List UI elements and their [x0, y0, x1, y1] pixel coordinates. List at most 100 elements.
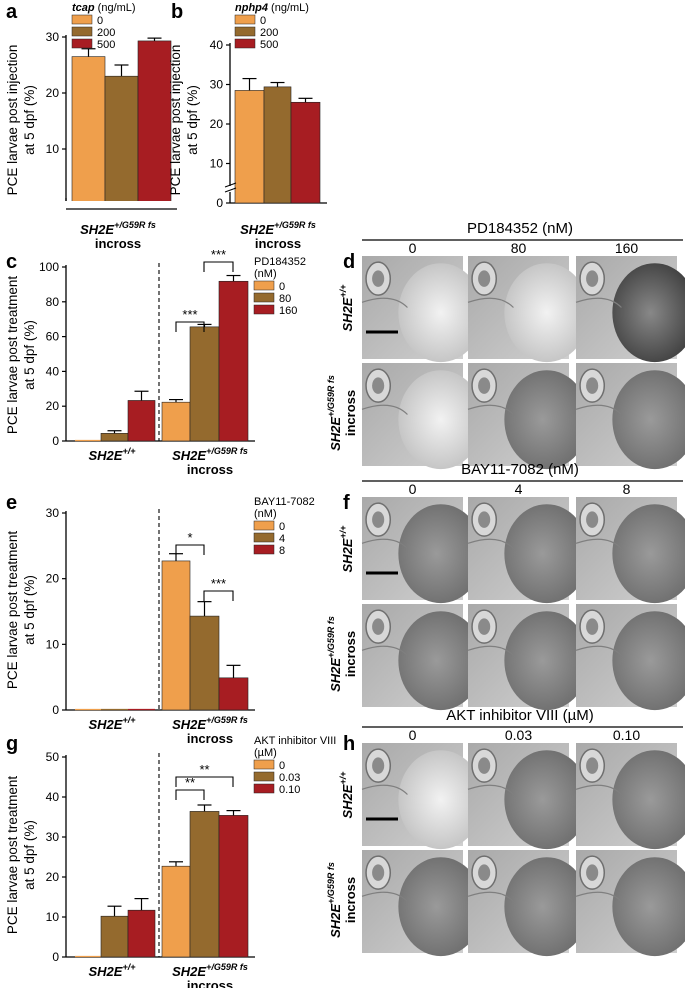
yolk-shape — [612, 857, 685, 957]
y-label-line: PCE larvae post treatment — [5, 531, 20, 690]
yolk-shape — [612, 611, 685, 711]
panel-letter-h: h — [343, 733, 355, 755]
y-tick-label-g: 0 — [52, 950, 59, 964]
y-label-line: PCE larvae post treatment — [5, 776, 20, 935]
micrograph-h-0-0 — [361, 743, 484, 850]
micrograph-d-0-0 — [361, 256, 484, 363]
legend-title: tcap (ng/mL) — [72, 2, 136, 14]
y-label-line: PCE larvae post treatment — [5, 276, 20, 435]
legend-label: 0 — [260, 15, 266, 27]
genotype-text: SH2E — [89, 964, 123, 979]
significance-label-c: *** — [182, 307, 197, 322]
row-label-incross: incross — [343, 631, 358, 677]
legend-swatch — [253, 771, 275, 782]
legend-swatch — [71, 26, 93, 37]
tissue-outline — [575, 645, 622, 656]
y-label-line: at 5 dpf (%) — [185, 85, 200, 155]
legend-title-unit: (ng/mL) — [95, 2, 136, 14]
bar-b-0-1 — [263, 86, 292, 204]
y-label-line: at 5 dpf (%) — [22, 85, 37, 155]
y-axis-label-a: PCE larvae post injection at 5 dpf (%) — [5, 45, 37, 196]
y-tick-label-g: 10 — [46, 910, 60, 924]
legend-label: 0 — [279, 281, 285, 293]
y-tick-label-g: 40 — [46, 790, 60, 804]
y-tick-label-c: 0 — [52, 434, 59, 448]
legend-label: 8 — [279, 545, 285, 557]
micrograph-h-1-1 — [467, 850, 590, 957]
micrograph-title-f: BAY11-7082 (nM) — [461, 461, 579, 478]
e-category-label: SH2E+/G59R fs — [172, 715, 248, 732]
genotype-superscript: +/+ — [338, 771, 348, 785]
micrograph-title-h: AKT inhibitor VIII (µM) — [446, 707, 594, 724]
bar-e-1-2 — [218, 677, 249, 711]
micrograph-f-1-0 — [361, 604, 484, 711]
micrograph-d-0-1 — [467, 256, 590, 363]
significance-label-c: *** — [211, 247, 226, 262]
row-label-wt: SH2E+/+ — [338, 525, 355, 573]
genotype-text: SH2E — [340, 297, 355, 331]
y-tick-label-e: 30 — [46, 506, 60, 520]
legend-title: (nM) — [254, 268, 277, 280]
y-label-line: PCE larvae post injection — [168, 45, 183, 196]
axis-break-mark — [224, 182, 237, 188]
genotype-text: SH2E — [340, 538, 355, 572]
genotype-superscript: +/G59R fs — [206, 962, 248, 972]
yolk-shape — [398, 263, 484, 363]
tissue-outline — [467, 784, 514, 795]
row-label-mut: SH2E+/G59R fs — [326, 862, 343, 938]
significance-bracket-g — [175, 776, 234, 787]
y-tick-label-c: 40 — [46, 364, 60, 378]
tissue-outline — [361, 538, 408, 549]
micrograph-f-0-0 — [361, 497, 484, 604]
column-label-f: 4 — [515, 481, 523, 497]
legend-label: 0 — [279, 760, 285, 772]
column-label-h: 0 — [409, 727, 417, 743]
legend-title-unit: (ng/mL) — [268, 2, 309, 14]
eye-lens — [372, 864, 385, 881]
bar-b-0-2 — [290, 101, 321, 204]
y-tick-label-b: 20 — [210, 117, 224, 131]
legend-label: 0 — [279, 521, 285, 533]
legend-label: 0.03 — [279, 772, 300, 784]
yolk-shape — [504, 370, 590, 470]
legend-label: 200 — [260, 27, 278, 39]
yolk-shape — [398, 750, 484, 850]
bar-b-0-0 — [234, 90, 265, 204]
legend-swatch — [253, 759, 275, 770]
panel-letter-b: b — [171, 1, 183, 23]
panel-letter-g: g — [6, 733, 18, 755]
legend-label: 500 — [260, 39, 278, 51]
y-axis-label-b: PCE larvae post injection at 5 dpf (%) — [168, 45, 200, 196]
eye-lens — [372, 377, 385, 394]
micrograph-f-1-2 — [575, 604, 685, 711]
micrograph-d-1-0 — [361, 363, 484, 470]
legend-title: (nM) — [254, 508, 277, 520]
genotype-text: SH2E — [80, 222, 114, 237]
eye-lens — [478, 757, 491, 774]
legend-label: 80 — [279, 293, 291, 305]
genotype-text: SH2E — [89, 717, 123, 732]
eye-lens — [478, 377, 491, 394]
bar-g-1-2 — [218, 815, 249, 958]
y-tick-label-e: 0 — [52, 703, 59, 717]
eye-lens — [586, 270, 599, 287]
y-label-line: at 5 dpf (%) — [22, 320, 37, 390]
genotype-text: SH2E — [340, 784, 355, 818]
significance-bracket-g — [175, 789, 205, 800]
genotype-superscript: +/+ — [122, 715, 136, 725]
eye-lens — [372, 511, 385, 528]
legend-title-gene: tcap — [72, 2, 95, 14]
tissue-outline — [467, 538, 514, 549]
significance-bracket-e — [203, 590, 234, 601]
y-tick-label-g: 30 — [46, 830, 60, 844]
micrograph-h-0-1 — [467, 743, 590, 850]
tissue-outline — [361, 645, 408, 656]
panel-letter-f: f — [343, 492, 350, 514]
tissue-outline — [361, 891, 408, 902]
yolk-shape — [398, 857, 484, 957]
column-label-f: 0 — [409, 481, 417, 497]
